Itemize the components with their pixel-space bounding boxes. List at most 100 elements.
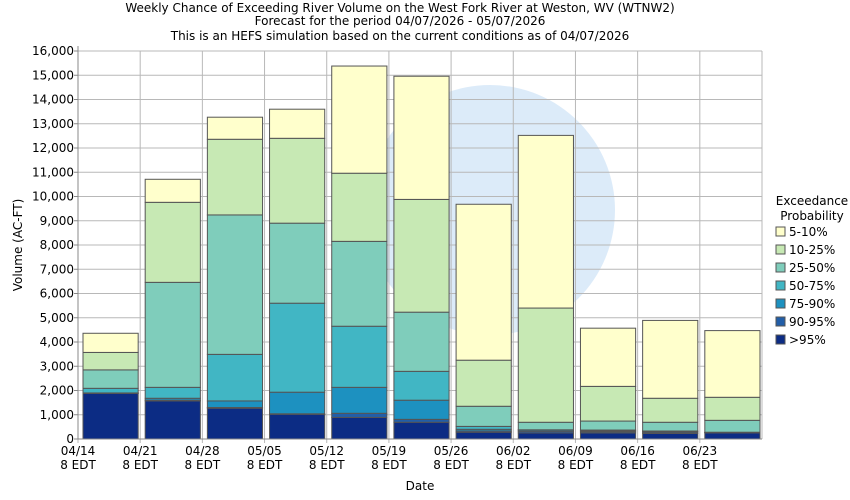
y-tick-label: 6,000	[40, 287, 74, 301]
bar-segment-2550	[206, 214, 264, 355]
legend-label: 25-50%	[789, 261, 835, 275]
x-tick-sublabel: 8 EDT	[495, 458, 531, 472]
legend-label: 75-90%	[789, 297, 835, 311]
x-tick-sublabel: 8 EDT	[371, 458, 407, 472]
y-tick-label: 2,000	[40, 384, 74, 398]
bar-segment-2550	[269, 222, 326, 304]
bar-segment-510	[393, 75, 450, 200]
bar-segment-510	[517, 134, 574, 309]
bar-segment-510	[82, 332, 139, 353]
bar-segment-510	[331, 65, 388, 174]
y-tick-label: 11,000	[32, 165, 74, 179]
bar-segment-1025	[455, 359, 512, 407]
bar-segment-5075	[144, 386, 201, 399]
y-tick-label: 15,000	[32, 68, 74, 82]
bar-segment-95	[642, 432, 699, 440]
y-tick-label: 5,000	[40, 311, 74, 325]
x-tick-sublabel: 8 EDT	[682, 458, 718, 472]
legend-swatch	[775, 316, 786, 327]
bar-segment-510	[206, 116, 264, 140]
y-tick-label: 8,000	[40, 238, 74, 252]
bar-segment-2550	[455, 405, 512, 427]
legend-swatch	[775, 226, 786, 237]
bar-segment-95	[393, 421, 450, 440]
y-tick-label: 1,000	[40, 408, 74, 422]
bar-segment-510	[144, 178, 201, 203]
y-axis-label: Volume (AC-FT)	[11, 199, 25, 292]
bar-segment-1025	[269, 137, 326, 224]
bar-segment-2550	[144, 281, 201, 388]
x-tick-label: 04/21	[123, 444, 158, 458]
bar-segment-95	[331, 416, 388, 440]
x-tick-label: 05/12	[309, 444, 344, 458]
bar-segment-5075	[206, 353, 264, 402]
x-tick-label: 06/16	[620, 444, 655, 458]
bar-segment-1025	[704, 396, 761, 421]
bar-segment-95	[704, 432, 761, 440]
legend-swatch	[775, 298, 786, 309]
bar-segment-1025	[393, 198, 450, 313]
y-tick-label: 14,000	[32, 93, 74, 107]
bar-segment-510	[579, 327, 637, 387]
y-tick-label: 12,000	[32, 141, 74, 155]
bar-segment-510	[269, 108, 326, 139]
x-tick-sublabel: 8 EDT	[433, 458, 469, 472]
bar-segment-2550	[517, 421, 574, 431]
x-tick-label: 04/28	[185, 444, 220, 458]
y-tick-label: 10,000	[32, 190, 74, 204]
x-tick-sublabel: 8 EDT	[247, 458, 283, 472]
x-tick-label: 06/23	[683, 444, 718, 458]
legend-label: 10-25%	[789, 243, 835, 257]
x-tick-sublabel: 8 EDT	[60, 458, 96, 472]
x-tick-label: 04/14	[61, 444, 96, 458]
bar-segment-95	[269, 413, 326, 440]
bar-segment-1025	[144, 201, 201, 283]
x-tick-label: 06/09	[558, 444, 593, 458]
bar-segment-5075	[269, 302, 326, 393]
bar-segment-95	[144, 400, 201, 440]
chart-subtitle: Forecast for the period 04/07/2026 - 05/…	[255, 14, 546, 28]
x-tick-label: 05/26	[434, 444, 469, 458]
x-tick-sublabel: 8 EDT	[558, 458, 594, 472]
bar-segment-1025	[517, 307, 574, 423]
legend-label: >95%	[789, 333, 826, 347]
bar-segment-5075	[331, 325, 388, 388]
x-tick-sublabel: 8 EDT	[309, 458, 345, 472]
bar-segment-510	[455, 203, 512, 361]
y-tick-label: 3,000	[40, 359, 74, 373]
y-tick-label: 13,000	[32, 117, 74, 131]
x-tick-label: 06/02	[496, 444, 531, 458]
bar-segment-1025	[579, 385, 637, 422]
chart-title: Weekly Chance of Exceeding River Volume …	[125, 1, 674, 15]
bar-segment-510	[704, 330, 761, 398]
bar-segment-5075	[82, 387, 139, 394]
legend-title: Exceedance	[776, 194, 848, 208]
bar-segment-2550	[331, 240, 388, 327]
bar-segment-510	[642, 319, 699, 399]
legend-swatch	[775, 244, 786, 255]
bar-segment-1025	[206, 138, 264, 216]
bar-segment-2550	[393, 311, 450, 372]
bar-segment-2550	[704, 419, 761, 433]
bar-segment-7590	[206, 400, 264, 408]
x-tick-label: 05/05	[247, 444, 282, 458]
y-tick-label: 9,000	[40, 214, 74, 228]
legend-title: Probability	[780, 209, 843, 223]
bar-segment-7590	[269, 391, 326, 415]
chart-subtitle-2: This is an HEFS simulation based on the …	[170, 29, 630, 43]
bar-segment-2550	[642, 421, 699, 432]
bar-segment-95	[517, 432, 574, 440]
x-tick-sublabel: 8 EDT	[122, 458, 158, 472]
legend-swatch	[775, 334, 786, 345]
bar-segment-95	[455, 431, 512, 440]
bar-segment-9095	[331, 412, 388, 418]
bar-segment-95	[579, 432, 637, 440]
y-tick-label: 4,000	[40, 335, 74, 349]
bar-segment-1025	[82, 351, 139, 371]
bar-segment-2550	[579, 420, 637, 431]
x-tick-sublabel: 8 EDT	[185, 458, 221, 472]
legend-label: 50-75%	[789, 279, 835, 293]
y-tick-label: 7,000	[40, 262, 74, 276]
